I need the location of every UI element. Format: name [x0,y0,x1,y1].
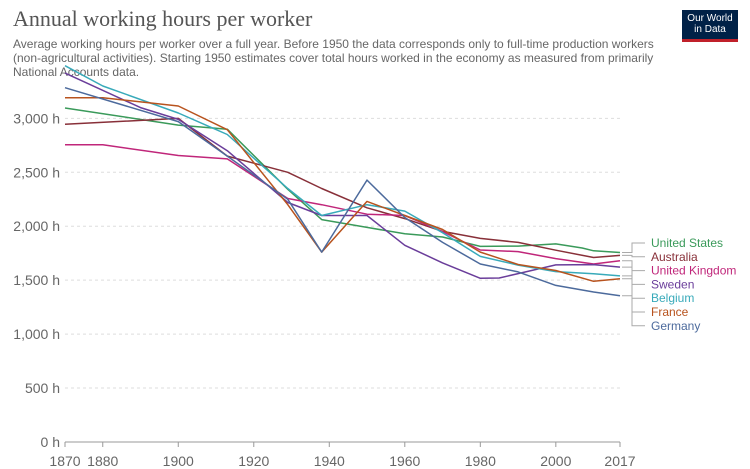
x-tick-label: 1920 [238,453,269,469]
legend-label-australia[interactable]: Australia [651,250,698,264]
y-tick-label: 2,500 h [13,164,60,180]
logo-line-1: Our World [687,13,733,24]
legend-connector-australia [622,254,645,258]
legend-label-united-kingdom[interactable]: United Kingdom [651,264,736,278]
x-tick-label: 2017 [604,453,635,469]
y-tick-label: 0 h [41,434,60,450]
x-tick-label: 1960 [389,453,420,469]
legend-label-germany[interactable]: Germany [651,319,700,333]
x-tick-label: 1940 [314,453,345,469]
x-tick-label: 1870 [49,453,80,469]
y-tick-label: 3,000 h [13,110,60,126]
x-tick-label: 1900 [163,453,194,469]
x-tick-label: 1880 [87,453,118,469]
legend-label-belgium[interactable]: Belgium [651,291,694,305]
series-line-sweden[interactable] [64,72,621,280]
series-line-united-kingdom[interactable] [65,144,621,265]
owid-logo[interactable]: Our World in Data [682,10,738,42]
grid-layer [65,117,620,443]
y-tick-label: 2,000 h [13,218,60,234]
series-line-united-states[interactable] [64,107,621,254]
legend-connector-belgium [622,275,645,299]
y-tick-label: 1,500 h [13,272,60,288]
legend-label-united-states[interactable]: United States [651,236,723,250]
legend-label-france[interactable]: France [651,305,689,319]
legend-connector-united-states [622,242,645,253]
series-line-australia[interactable] [64,117,621,259]
chart-subtitle: Average working hours per worker over a … [13,37,654,79]
y-tick-label: 500 h [25,380,60,396]
series-line-germany[interactable] [64,86,621,297]
x-tick-label: 2000 [540,453,571,469]
legend-label-sweden[interactable]: Sweden [651,277,694,291]
logo-line-2: in Data [694,24,726,35]
x-tick-label: 1980 [465,453,496,469]
y-tick-label: 1,000 h [13,326,60,342]
series-layer [64,65,621,297]
legend-connector-united-kingdom [622,260,645,272]
series-line-france[interactable] [65,96,621,283]
legend-connector-germany [622,295,645,327]
axis-layer: 0 h 500 h 1,000 h 1,500 h 2,000 h 2,500 h 3,00… [13,110,635,469]
chart-title: Annual working hours per worker [13,6,313,31]
